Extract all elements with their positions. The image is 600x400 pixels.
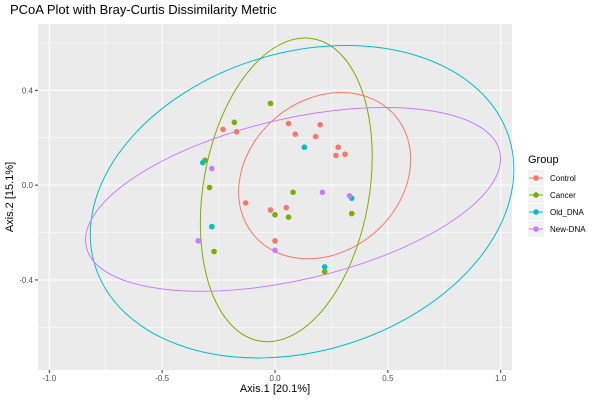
legend-label: Control	[550, 174, 576, 183]
point-control	[272, 238, 278, 244]
confidence-ellipses	[85, 37, 515, 359]
point-new-dna	[319, 189, 326, 196]
x-tick-label: 0.0	[269, 374, 281, 383]
x-tick-label: -1.0	[42, 374, 56, 383]
point-control	[233, 129, 240, 135]
point-control	[242, 200, 249, 206]
legend-label: Cancer	[550, 191, 576, 200]
point-control	[342, 151, 348, 158]
legend-key-point	[533, 192, 539, 198]
point-new-dna	[195, 238, 202, 244]
legend-label: Old_DNA	[550, 208, 584, 217]
ellipse-control	[238, 92, 412, 260]
y-axis-title: Axis.2 [15.1%]	[4, 162, 16, 232]
x-tick-label: 0.5	[382, 374, 394, 383]
x-axis-ticks: -1.0 -0.5 0.0 0.5 1.0	[42, 370, 507, 383]
x-tick-label: -0.5	[155, 374, 169, 383]
x-tick-label: 1.0	[495, 374, 507, 383]
point-cancer	[267, 100, 274, 107]
point-cancer	[211, 248, 217, 255]
point-control	[292, 131, 299, 137]
legend-key-point	[533, 226, 539, 232]
point-control	[283, 204, 290, 211]
legend-item-new-dna: New-DNA	[528, 221, 586, 237]
point-new-dna	[209, 165, 215, 172]
legend-key-point	[533, 175, 539, 181]
point-old-dna	[321, 264, 328, 270]
point-control	[285, 120, 292, 127]
chart-title: PCoA Plot with Bray-Curtis Dissimilarity…	[10, 2, 277, 17]
point-cancer	[285, 214, 292, 220]
y-tick-label: -0.4	[19, 276, 33, 285]
point-control	[220, 126, 226, 133]
y-tick-label: 0.4	[22, 86, 34, 95]
point-cancer	[206, 184, 213, 191]
point-cancer	[272, 211, 278, 218]
legend: Control Cancer Old_DNA New-DNA	[528, 170, 586, 237]
point-new-dna	[272, 247, 278, 254]
point-cancer	[348, 210, 355, 217]
point-cancer	[290, 189, 296, 196]
point-old-dna	[199, 159, 206, 166]
legend-key-point	[533, 209, 539, 215]
y-axis-ticks: -0.4 0.0 0.4	[19, 86, 38, 285]
data-points	[195, 100, 355, 275]
ellipse-old-dna	[89, 45, 515, 359]
ellipse-cancer	[199, 37, 373, 343]
point-control	[335, 144, 342, 151]
point-control	[312, 133, 319, 140]
point-new-dna	[346, 193, 353, 199]
point-old-dna	[301, 144, 308, 151]
legend-label: New-DNA	[550, 225, 586, 234]
point-cancer	[231, 119, 238, 126]
major-gridlines	[38, 24, 512, 370]
legend-item-control: Control	[528, 170, 576, 186]
legend-item-old-dna: Old_DNA	[528, 204, 584, 220]
ellipse-new-dna	[85, 106, 502, 292]
point-old-dna	[209, 223, 215, 230]
point-cancer	[321, 268, 328, 275]
legend-title: Group	[528, 154, 559, 166]
y-tick-label: 0.0	[22, 181, 34, 190]
point-control	[267, 207, 274, 213]
x-axis-title: Axis.1 [20.1%]	[240, 383, 310, 395]
point-control	[317, 121, 323, 128]
point-control	[333, 152, 339, 159]
legend-item-cancer: Cancer	[528, 187, 576, 203]
